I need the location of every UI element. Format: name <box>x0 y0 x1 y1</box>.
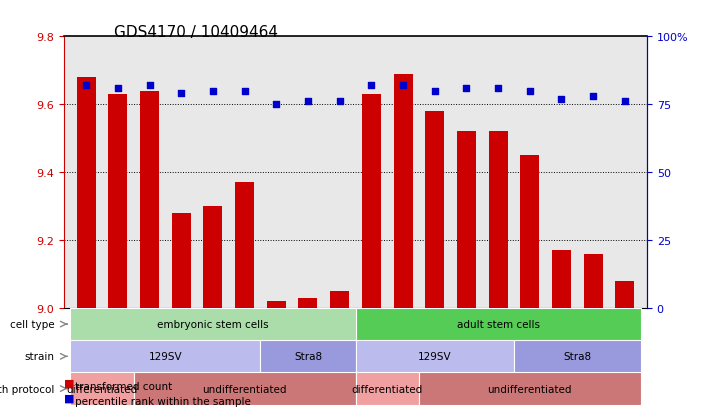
Text: Stra8: Stra8 <box>294 351 322 361</box>
Text: 129SV: 129SV <box>418 351 451 361</box>
Point <box>144 83 155 89</box>
Bar <box>70 340 260 373</box>
Text: differentiated: differentiated <box>351 384 423 394</box>
Bar <box>203 206 223 308</box>
Bar <box>362 95 381 308</box>
Bar <box>267 301 286 308</box>
Text: differentiated: differentiated <box>66 384 138 394</box>
Text: Stra8: Stra8 <box>563 351 592 361</box>
Point <box>556 96 567 103</box>
Bar <box>488 132 508 308</box>
Point <box>239 88 250 95</box>
Bar <box>356 308 641 340</box>
Bar <box>235 183 254 308</box>
Bar <box>260 340 356 373</box>
Text: growth protocol: growth protocol <box>0 384 55 394</box>
Text: embryonic stem cells: embryonic stem cells <box>157 319 269 329</box>
Bar <box>425 112 444 308</box>
Bar <box>552 251 571 308</box>
Bar <box>393 74 412 308</box>
Bar <box>140 91 159 308</box>
Point <box>176 91 187 97</box>
Point <box>207 88 218 95</box>
Point <box>112 85 124 92</box>
Text: undifferentiated: undifferentiated <box>488 384 572 394</box>
Bar <box>419 373 641 405</box>
Bar <box>514 340 641 373</box>
Text: GDS4170 / 10409464: GDS4170 / 10409464 <box>114 25 278 40</box>
Bar <box>615 281 634 308</box>
Point <box>619 99 631 105</box>
Text: ■: ■ <box>64 378 75 388</box>
Text: percentile rank within the sample: percentile rank within the sample <box>75 396 250 406</box>
Point <box>429 88 440 95</box>
Point <box>587 93 599 100</box>
Bar <box>172 214 191 308</box>
Bar <box>520 156 539 308</box>
Bar <box>356 340 514 373</box>
Bar <box>77 78 96 308</box>
Text: undifferentiated: undifferentiated <box>203 384 287 394</box>
Bar <box>108 95 127 308</box>
Point <box>80 83 92 89</box>
Bar <box>70 373 134 405</box>
Bar <box>70 308 356 340</box>
Bar <box>299 298 318 308</box>
Point <box>524 88 535 95</box>
Text: adult stem cells: adult stem cells <box>456 319 540 329</box>
Text: cell type: cell type <box>10 319 55 329</box>
Text: strain: strain <box>24 351 55 361</box>
Bar <box>356 373 419 405</box>
Point <box>397 83 409 89</box>
Text: 129SV: 129SV <box>149 351 182 361</box>
Bar <box>457 132 476 308</box>
Bar <box>134 373 356 405</box>
Point <box>461 85 472 92</box>
Bar <box>330 291 349 308</box>
Point <box>334 99 346 105</box>
Text: ■: ■ <box>64 393 75 403</box>
Point <box>271 102 282 108</box>
Bar <box>584 254 603 308</box>
Point <box>302 99 314 105</box>
Point <box>365 83 377 89</box>
Text: transformed count: transformed count <box>75 381 172 391</box>
Point <box>493 85 504 92</box>
